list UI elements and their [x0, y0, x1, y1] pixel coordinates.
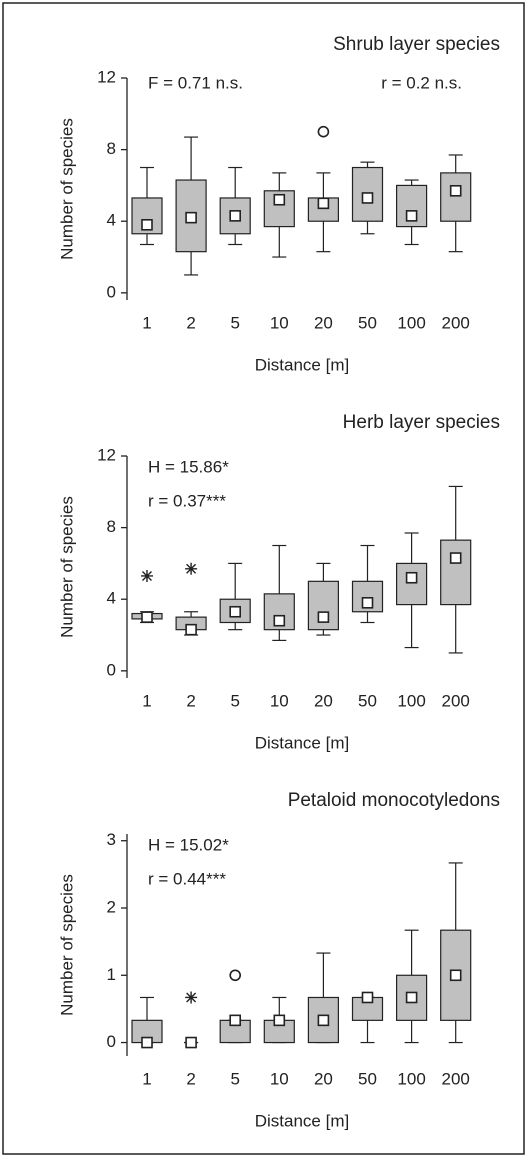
- y-tick-label: 1: [107, 965, 116, 984]
- mean-marker: [317, 611, 330, 623]
- y-tick-label: 2: [107, 897, 116, 916]
- annotation: r = 0.2 n.s.: [381, 73, 462, 92]
- mean-marker: [141, 219, 153, 231]
- annotation: F = 0.71 n.s.: [148, 73, 243, 92]
- box: [396, 562, 428, 606]
- x-tick-label: 100: [397, 313, 425, 332]
- mean-marker: [141, 1036, 153, 1049]
- box: [440, 172, 472, 222]
- y-tick-label: 0: [107, 1032, 116, 1051]
- extreme: [185, 991, 198, 1004]
- x-tick-label: 10: [270, 1069, 289, 1088]
- y-tick-label: 12: [97, 67, 116, 86]
- mean-marker: [185, 623, 197, 636]
- x-tick-label: 1: [142, 1069, 151, 1088]
- x-tick-label: 1: [142, 691, 151, 710]
- y-axis-label: Number of species: [57, 496, 76, 638]
- outlier: [229, 969, 241, 982]
- mean-marker: [273, 193, 286, 206]
- x-tick-label: 50: [358, 313, 377, 332]
- mean-marker: [361, 991, 374, 1004]
- y-tick-label: 0: [107, 660, 116, 679]
- mean-marker: [449, 552, 462, 564]
- x-tick-label: 10: [270, 313, 289, 332]
- extreme: [185, 562, 198, 575]
- chart-title: Herb layer species: [343, 412, 500, 433]
- annotation: H = 15.02*: [148, 835, 229, 854]
- x-tick-label: 20: [314, 313, 333, 332]
- x-tick-label: 2: [186, 1069, 195, 1088]
- annotation: r = 0.44***: [148, 869, 226, 888]
- x-tick-label: 20: [314, 691, 333, 710]
- mean-marker: [273, 1014, 286, 1027]
- x-tick-label: 5: [230, 1069, 239, 1088]
- y-tick-label: 8: [107, 139, 116, 158]
- mean-marker: [405, 210, 418, 222]
- mean-marker: [229, 605, 241, 618]
- mean-marker: [361, 597, 374, 609]
- x-tick-label: 100: [397, 691, 425, 710]
- y-tick-label: 3: [107, 830, 116, 849]
- y-tick-label: 8: [107, 517, 116, 536]
- x-tick-label: 1: [142, 313, 151, 332]
- outlier: [317, 125, 330, 138]
- x-tick-label: 200: [442, 1069, 470, 1088]
- x-axis-label: Distance [m]: [255, 733, 349, 752]
- mean-marker: [229, 1014, 241, 1027]
- x-tick-label: 100: [397, 1069, 425, 1088]
- box: [440, 539, 472, 606]
- mean-marker: [185, 1036, 197, 1049]
- box: [396, 974, 428, 1021]
- mean-marker: [229, 210, 241, 222]
- annotation: H = 15.86*: [148, 457, 229, 476]
- x-tick-label: 200: [442, 691, 470, 710]
- mean-marker: [405, 571, 418, 584]
- chart-title: Petaloid monocotyledons: [288, 790, 500, 811]
- x-tick-label: 50: [358, 691, 377, 710]
- x-tick-label: 200: [442, 313, 470, 332]
- y-tick-label: 4: [107, 589, 116, 608]
- y-axis-label: Number of species: [57, 118, 76, 260]
- annotation: r = 0.37***: [148, 491, 226, 510]
- mean-marker: [449, 184, 462, 197]
- x-tick-label: 2: [186, 313, 195, 332]
- x-axis-label: Distance [m]: [255, 1111, 349, 1130]
- x-tick-label: 50: [358, 1069, 377, 1088]
- y-tick-label: 0: [107, 282, 116, 301]
- mean-marker: [405, 991, 418, 1004]
- mean-marker: [317, 1014, 330, 1027]
- y-axis-label: Number of species: [57, 874, 76, 1016]
- extreme: [141, 569, 153, 582]
- x-tick-label: 2: [186, 691, 195, 710]
- x-tick-label: 5: [230, 313, 239, 332]
- x-tick-label: 20: [314, 1069, 333, 1088]
- mean-marker: [273, 614, 286, 627]
- x-tick-label: 10: [270, 691, 289, 710]
- mean-marker: [361, 192, 374, 204]
- y-tick-label: 4: [107, 211, 116, 230]
- chart-title: Shrub layer species: [333, 34, 500, 55]
- x-axis-label: Distance [m]: [255, 355, 349, 374]
- mean-marker: [317, 197, 330, 210]
- mean-marker: [141, 611, 153, 623]
- x-tick-label: 5: [230, 691, 239, 710]
- y-tick-label: 12: [97, 445, 116, 464]
- mean-marker: [449, 969, 462, 982]
- mean-marker: [185, 211, 197, 224]
